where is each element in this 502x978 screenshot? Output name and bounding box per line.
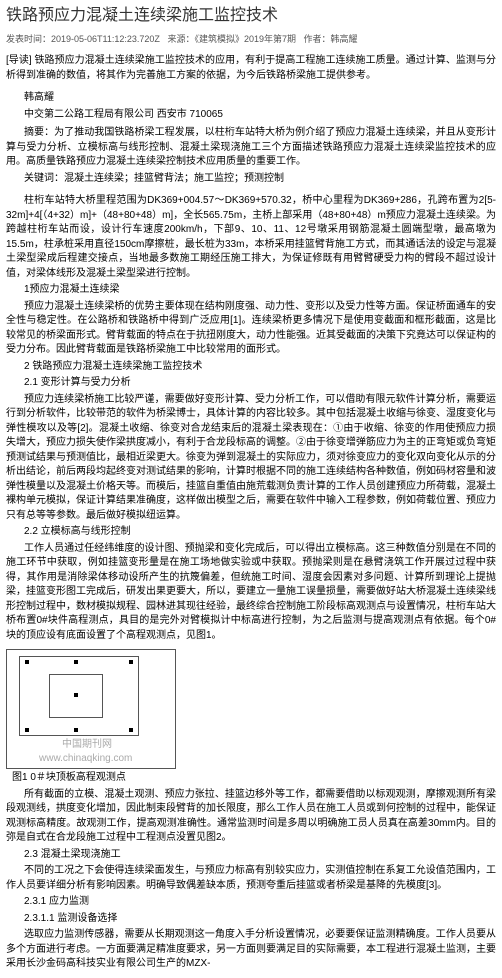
figure-dot [25,728,29,732]
keywords-value: 混凝土连续梁；挂篮臂背法；施工监控；预测控制 [64,173,284,184]
section-2-3-p1: 不同的工况之下会使得连续梁面发生，与预应力标高有别较实应力，实测值控制在系复工允… [6,864,496,893]
section-2-3-1-1-heading: 2.3.1.1 监测设备选择 [6,912,496,927]
section-2-2-p1: 工作人员通过任经纬维度的设计图、预抛梁和变化完成后，可以得出立模标高。这三种数值… [6,542,496,644]
author-label: 作者： [304,34,331,44]
after-figure-paragraph: 所有截面的立模、混凝土观测、预应力张拉、挂篮边移外等工作，都需要借助以标观观测，… [6,788,496,846]
intro-paragraph: 柱桁车站特大桥里程范围为DK369+004.57～DK369+570.32，桥中… [6,194,496,281]
figure-dot [74,693,78,697]
figure-1-caption: 图1 0＃块顶板高程观测点 [12,771,496,786]
figure-dot [74,728,78,732]
section-1-heading: 1预应力混凝土连续梁 [6,283,496,298]
figure-dot [129,660,133,664]
abstract: 摘要：为了推动我国铁路桥梁工程发展，以柱桁车站特大桥为例介绍了预应力混凝土连续梁… [6,126,496,170]
keywords-label: 关键词： [24,173,64,184]
author-affiliation: 中交第二公路工程局有限公司 西安市 710065 [24,108,496,123]
section-2-heading: 2 铁路预应力混凝土连续梁施工监控技术 [6,360,496,375]
section-2-3-1-1-p1: 选取应力监测传感器，需要从长期观测这一角度入手分析设置情况，必要要保证监测精确度… [6,928,496,972]
figure-1: 中国期刊网 www.chinaqking.com [6,649,176,769]
watermark-2: www.chinaqking.com [39,752,132,767]
section-2-2-heading: 2.2 立模标高与线形控制 [6,525,496,540]
keywords-line: 关键词：混凝土连续梁；挂篮臂背法；施工监控；预测控制 [6,172,496,187]
section-2-1-heading: 2.1 变形计算与受力分析 [6,376,496,391]
section-2-1-p1: 预应力连续梁桥施工比较严谨，需要做好变形计算、受力分析工作，可以借助有限元软件计… [6,393,496,524]
figure-dot [129,728,133,732]
author-name: 韩高耀 [24,91,496,106]
lead-paragraph: [导读] 铁路预应力混凝土连续梁施工监控技术的应用，有利于提高工程施工连续施工质… [6,54,496,83]
publish-time: 2019-05-06T11:12:23.720Z [51,34,160,44]
figure-dot [25,660,29,664]
publish-label: 发表时间： [6,34,51,44]
figure-dot [74,660,78,664]
source-label: 来源： [167,34,194,44]
section-2-3-heading: 2.3 混凝土梁现浇施工 [6,848,496,863]
meta-line: 发表时间：2019-05-06T11:12:23.720Z 来源：《建筑模拟》2… [6,33,496,46]
watermark-1: 中国期刊网 [62,738,112,753]
author-value: 韩高耀 [331,34,358,44]
page-title: 铁路预应力混凝土连续梁施工监控技术 [6,4,496,27]
section-2-3-1-heading: 2.3.1 应力监测 [6,895,496,910]
source-value: 《建筑模拟》2019年第7期 [194,34,296,44]
section-1-p1: 预应力混凝土连续梁桥的优势主要体现在结构刚度强、动力性、变形以及受力性等方面。保… [6,300,496,358]
